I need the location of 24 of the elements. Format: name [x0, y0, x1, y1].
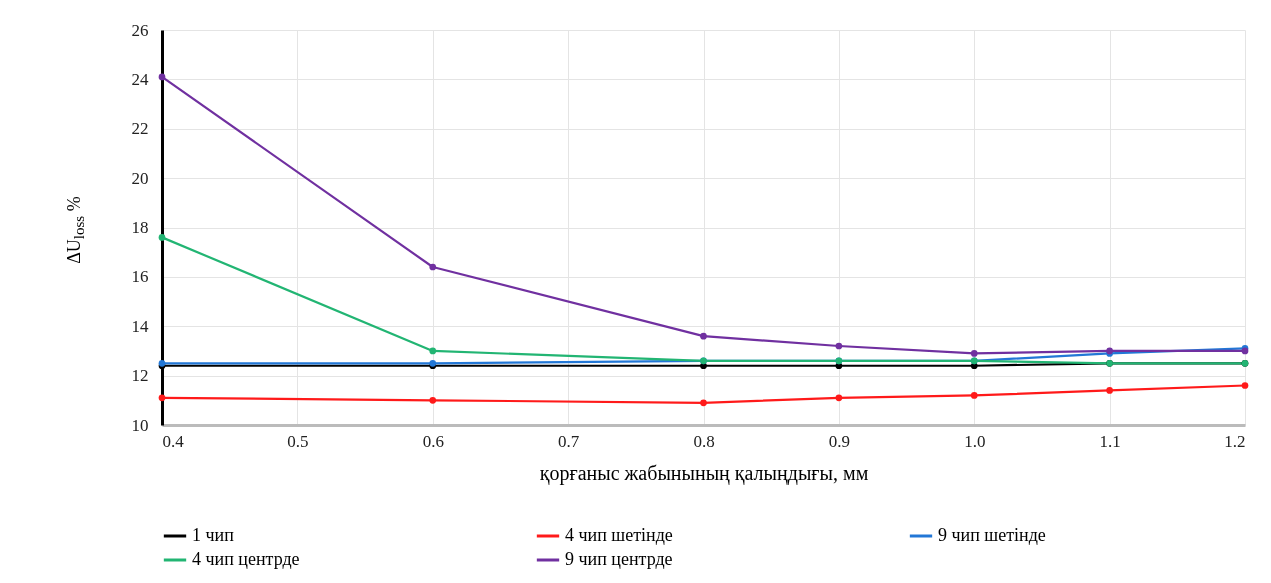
x-tick-label: 1.2: [1224, 431, 1246, 451]
y-tick-label: 26: [131, 20, 149, 40]
x-tick-label: 1.1: [1099, 431, 1121, 451]
y-tick-label: 12: [131, 366, 149, 386]
y-tick-label: 20: [131, 168, 149, 188]
legend-label: 9 чип шетінде: [938, 525, 1046, 545]
y-tick-label: 18: [131, 218, 149, 237]
x-tick-label: 0.4: [162, 431, 185, 451]
legend-label: 4 чип шетінде: [565, 525, 673, 545]
x-tick-label: 1.0: [964, 431, 986, 451]
legend-label: 4 чип центрде: [192, 549, 300, 569]
legend-label: 9 чип центрде: [565, 549, 673, 569]
y-tick-label: 24: [131, 69, 149, 89]
y-tick-label: 14: [131, 316, 149, 336]
x-tick-label: 0.6: [422, 431, 444, 451]
x-tick-label: 0.5: [287, 431, 309, 451]
y-tick-label: 10: [131, 415, 149, 435]
y-tick-label: 16: [131, 267, 149, 287]
x-axis-title: қорғаныс жабынының қалыңдығы, мм: [539, 461, 869, 485]
legend-label: 1 чип: [192, 525, 235, 545]
y-tick-label: 22: [131, 119, 149, 139]
x-tick-label: 0.8: [693, 431, 715, 451]
x-tick-label: 0.9: [828, 431, 850, 451]
x-tick-label: 0.7: [558, 431, 580, 451]
